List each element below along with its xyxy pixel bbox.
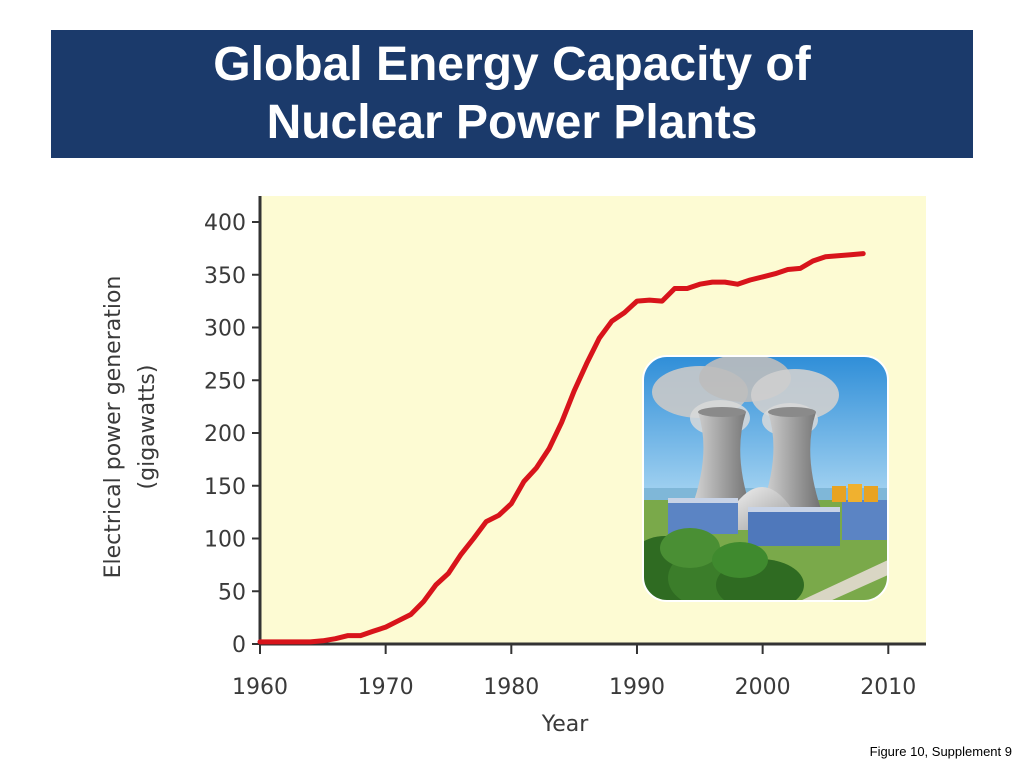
x-tick-label: 1990 [609, 675, 665, 700]
x-tick-label: 2000 [735, 675, 791, 700]
axes: 0 50 100 150 200 250 300 350 400 1960 1970 1980 1990… [204, 196, 926, 700]
y-tick-label: 150 [204, 475, 246, 500]
y-axis-title-line-2: (gigawatts) [135, 365, 160, 490]
figure-footnote: Figure 10, Supplement 9 [869, 744, 1012, 759]
y-tick-label: 0 [232, 633, 246, 658]
y-tick-label: 400 [204, 211, 246, 236]
x-tick-label: 1980 [483, 675, 539, 700]
title-line-1: Global Energy Capacity of [213, 38, 811, 91]
y-tick-label: 250 [204, 369, 246, 394]
y-tick-label: 300 [204, 317, 246, 342]
capacity-series-line [257, 251, 866, 645]
y-axis-title-line-1: Electrical power generation [101, 276, 126, 579]
nuclear-power-plant-icon [642, 355, 889, 602]
title-line-2: Nuclear Power Plants [266, 96, 758, 149]
y-tick-label: 100 [204, 528, 246, 553]
title-banner: Global Energy Capacity of Nuclear Power … [51, 30, 973, 158]
x-tick-label: 1970 [358, 675, 414, 700]
y-tick-label: 50 [218, 580, 246, 605]
y-tick-label: 200 [204, 422, 246, 447]
x-tick-label: 1960 [232, 675, 288, 700]
x-axis-title: Year [541, 712, 590, 737]
y-tick-label: 350 [204, 264, 246, 289]
x-tick-label: 2010 [860, 675, 916, 700]
